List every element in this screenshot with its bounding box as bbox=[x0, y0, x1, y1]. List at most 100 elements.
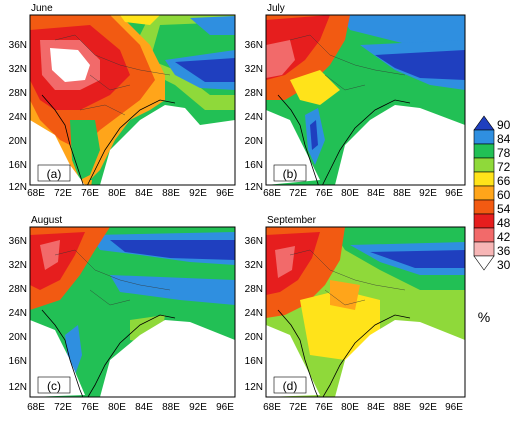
x-tick-label: 88E bbox=[393, 402, 411, 413]
panel-a-label-box bbox=[37, 164, 71, 182]
x-tick-label: 76E bbox=[81, 402, 99, 413]
y-tick-label: 16N bbox=[245, 160, 263, 171]
y-tick-label: 12N bbox=[9, 382, 27, 393]
y-tick-label: 36N bbox=[9, 40, 27, 51]
panel-d-y-ticks: 36N 32N 28N 24N 20N 16N 12N bbox=[245, 236, 263, 393]
y-tick-label: 16N bbox=[9, 356, 27, 367]
panel-c-x-ticks: 68E 72E 76E 80E 84E 88E 92E 96E bbox=[27, 402, 234, 413]
y-tick-label: 20N bbox=[245, 136, 263, 147]
panel-d-label: (d) bbox=[283, 379, 298, 393]
y-tick-label: 36N bbox=[245, 236, 263, 247]
y-tick-label: 12N bbox=[245, 382, 263, 393]
panel-a-title: June bbox=[31, 3, 53, 14]
panel-d: (d) September 68E 72E 76E 80E 84E 88E 92… bbox=[245, 215, 466, 413]
colorbar-tick-label: 78 bbox=[497, 146, 511, 160]
x-tick-label: 96E bbox=[216, 402, 234, 413]
panel-d-x-ticks: 68E 72E 76E 80E 84E 88E 92E 96E bbox=[263, 402, 463, 413]
x-tick-label: 68E bbox=[263, 188, 281, 199]
colorbar-swatch bbox=[473, 241, 495, 257]
panel-a-x-ticks: 68E 72E 76E 80E 84E 88E 92E 96E bbox=[27, 188, 234, 199]
panel-a: (a) June 68E 72E 76E 80E 84E 88E 92E 96E… bbox=[9, 3, 236, 199]
x-tick-label: 76E bbox=[315, 188, 333, 199]
y-tick-label: 12N bbox=[9, 182, 27, 193]
y-tick-label: 28N bbox=[9, 284, 27, 295]
y-tick-label: 20N bbox=[9, 136, 27, 147]
y-tick-label: 20N bbox=[9, 332, 27, 343]
panel-d-field bbox=[266, 227, 465, 397]
colorbar-tick-label: 42 bbox=[497, 230, 511, 244]
x-tick-label: 80E bbox=[341, 402, 359, 413]
x-tick-label: 84E bbox=[367, 402, 385, 413]
panel-b-field bbox=[266, 15, 465, 185]
colorbar-swatch bbox=[473, 185, 495, 201]
panel-b-label-box bbox=[273, 164, 307, 182]
x-tick-label: 76E bbox=[315, 402, 333, 413]
x-tick-label: 92E bbox=[189, 188, 207, 199]
y-tick-label: 24N bbox=[245, 112, 263, 123]
panel-c-y-ticks: 36N 32N 28N 24N 20N 16N 12N bbox=[9, 236, 27, 393]
panel-b-title: July bbox=[267, 3, 285, 14]
panel-c-frame bbox=[29, 226, 236, 398]
x-tick-label: 72E bbox=[289, 188, 307, 199]
panel-d-frame bbox=[265, 226, 466, 398]
panel-a-field bbox=[30, 15, 235, 185]
panel-b-y-ticks: 36N 32N 28N 24N 20N 16N 12N bbox=[245, 40, 263, 193]
colorbar-tick-label: 66 bbox=[497, 174, 511, 188]
y-tick-label: 28N bbox=[245, 88, 263, 99]
y-tick-label: 32N bbox=[245, 260, 263, 271]
colorbar-tick-label: 54 bbox=[497, 202, 511, 216]
y-tick-label: 36N bbox=[9, 236, 27, 247]
x-tick-label: 96E bbox=[445, 188, 463, 199]
x-tick-label: 96E bbox=[445, 402, 463, 413]
y-tick-label: 12N bbox=[245, 182, 263, 193]
colorbar-swatch bbox=[473, 143, 495, 159]
colorbar-swatch bbox=[473, 255, 495, 271]
x-tick-label: 68E bbox=[263, 402, 281, 413]
colorbar-tick-label: 48 bbox=[497, 216, 511, 230]
x-tick-label: 96E bbox=[216, 188, 234, 199]
panel-d-title: September bbox=[267, 215, 317, 226]
panel-c-label-box bbox=[37, 376, 71, 394]
x-tick-label: 84E bbox=[367, 188, 385, 199]
x-tick-label: 92E bbox=[419, 188, 437, 199]
x-tick-label: 80E bbox=[341, 188, 359, 199]
x-tick-label: 72E bbox=[54, 402, 72, 413]
x-tick-label: 92E bbox=[419, 402, 437, 413]
y-tick-label: 24N bbox=[245, 308, 263, 319]
colorbar-swatch bbox=[473, 227, 495, 243]
x-tick-label: 92E bbox=[189, 402, 207, 413]
colorbar-swatch bbox=[473, 213, 495, 229]
colorbar-swatch bbox=[473, 171, 495, 187]
panel-c-label: (c) bbox=[47, 379, 61, 393]
colorbar-tick-label: 30 bbox=[497, 258, 511, 272]
colorbar-swatch bbox=[473, 129, 495, 145]
colorbar-tick-label: 84 bbox=[497, 132, 511, 146]
y-tick-label: 20N bbox=[245, 332, 263, 343]
x-tick-label: 68E bbox=[27, 188, 45, 199]
panel-c: (c) August 68E 72E 76E 80E 84E 88E 92E 9… bbox=[9, 215, 236, 413]
colorbar-swatch bbox=[473, 199, 495, 215]
x-tick-label: 72E bbox=[289, 402, 307, 413]
panel-b: (b) July 68E 72E 76E 80E 84E 88E 92E 96E… bbox=[245, 3, 466, 199]
x-tick-label: 84E bbox=[135, 402, 153, 413]
x-tick-label: 76E bbox=[81, 188, 99, 199]
y-tick-label: 32N bbox=[9, 260, 27, 271]
panel-b-label: (b) bbox=[283, 167, 298, 181]
panel-b-x-ticks: 68E 72E 76E 80E 84E 88E 92E 96E bbox=[263, 188, 463, 199]
colorbar-tick-label: 90 bbox=[497, 118, 511, 132]
x-tick-label: 72E bbox=[54, 188, 72, 199]
panel-a-frame bbox=[29, 14, 236, 186]
panel-c-title: August bbox=[31, 215, 62, 226]
x-tick-label: 68E bbox=[27, 402, 45, 413]
x-tick-label: 80E bbox=[108, 188, 126, 199]
panel-b-frame bbox=[265, 14, 466, 186]
panel-a-label: (a) bbox=[47, 167, 62, 181]
colorbar-tick-label: 72 bbox=[497, 160, 511, 174]
colorbar-unit: % bbox=[478, 309, 490, 325]
panel-a-y-ticks: 36N 32N 28N 24N 20N 16N 12N bbox=[9, 40, 27, 193]
x-tick-label: 88E bbox=[393, 188, 411, 199]
x-tick-label: 88E bbox=[162, 402, 180, 413]
colorbar-tick-label: 36 bbox=[497, 244, 511, 258]
